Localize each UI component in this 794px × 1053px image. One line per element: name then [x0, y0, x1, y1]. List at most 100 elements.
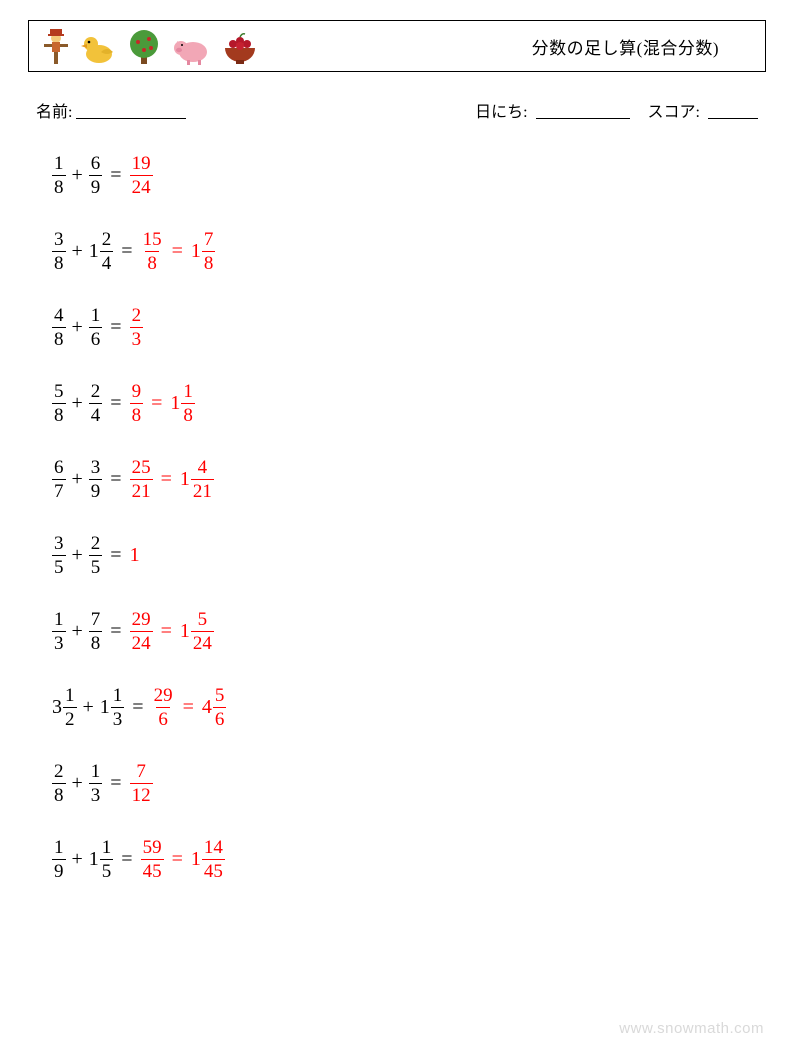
answer-fraction: 1924 [130, 154, 153, 197]
fraction: 48 [52, 306, 66, 349]
problem-row: 38 +124 = 158 = 178 [52, 228, 766, 274]
operator: + [72, 469, 83, 489]
equals-sign: = [183, 697, 194, 717]
date-field: 日にち: [475, 98, 629, 122]
operator: + [72, 849, 83, 869]
problems-list: 18+69=192438+124=158=17848+16=2358+24=98… [28, 152, 766, 882]
answer-mixed: 1524 [180, 610, 214, 653]
fraction: 1445 [202, 838, 225, 881]
answer-mixed: 1421 [180, 458, 214, 501]
equals-sign: = [121, 241, 132, 261]
equals-sign: = [110, 773, 121, 793]
answer-fraction: 23 [130, 306, 144, 349]
header-box: 分数の足し算(混合分数) [28, 20, 766, 72]
fraction: 24 [100, 230, 114, 273]
problem-row: 18 +69 = 1924 [52, 152, 766, 198]
problem-row: 13 +78 = 2924 = 1524 [52, 608, 766, 654]
operator: + [72, 317, 83, 337]
problem-row: 67 +39 = 2521 = 1421 [52, 456, 766, 502]
fraction: 524 [191, 610, 214, 653]
name-blank[interactable] [76, 103, 186, 119]
problem-row: 58+24=98=118 [52, 380, 766, 426]
equals-sign: = [110, 165, 121, 185]
fraction: 15 [100, 838, 114, 881]
operator: + [72, 393, 83, 413]
operator: + [72, 241, 83, 261]
answer-integer: 1 [130, 545, 140, 565]
fraction: 18 [52, 154, 66, 197]
fraction: 13 [89, 762, 103, 805]
fraction: 28 [52, 762, 66, 805]
tree-icon [127, 26, 161, 66]
fraction: 19 [52, 838, 66, 881]
watermark: www.snowmath.com [619, 1020, 764, 1037]
equals-sign: = [151, 393, 162, 413]
equals-sign: = [110, 317, 121, 337]
answer-fraction: 2924 [130, 610, 153, 653]
date-label: 日にち: [475, 104, 527, 121]
operator: + [83, 697, 94, 717]
score-label: スコア: [648, 104, 700, 121]
fraction: 39 [89, 458, 103, 501]
fraction: 78 [89, 610, 103, 653]
fraction: 12 [63, 686, 77, 729]
answer-mixed: 456 [202, 686, 227, 729]
problem-row: 48 +16 = 23 [52, 304, 766, 350]
pig-icon [171, 34, 211, 66]
equals-sign: = [161, 469, 172, 489]
operator: + [72, 165, 83, 185]
mixed-number: 115 [89, 838, 114, 881]
fraction: 56 [213, 686, 227, 729]
fraction: 421 [191, 458, 214, 501]
mixed-number: 124 [89, 230, 114, 273]
problem-row: 19 +115 = 5945 = 11445 [52, 836, 766, 882]
answer-fraction: 712 [130, 762, 153, 805]
equals-sign: = [172, 241, 183, 261]
score-blank[interactable] [708, 103, 758, 119]
answer-fraction: 2521 [130, 458, 153, 501]
answer-mixed: 11445 [191, 838, 225, 881]
fraction: 58 [52, 382, 66, 425]
fraction: 16 [89, 306, 103, 349]
equals-sign: = [110, 469, 121, 489]
worksheet-title: 分数の足し算(混合分数) [532, 34, 747, 59]
problem-row: 28 +13 = 712 [52, 760, 766, 806]
answer-fraction: 5945 [141, 838, 164, 881]
name-label: 名前: [36, 98, 72, 122]
name-field: 名前: [36, 98, 186, 122]
equals-sign: = [172, 849, 183, 869]
operator: + [72, 773, 83, 793]
fraction: 24 [89, 382, 103, 425]
scarecrow-icon [41, 26, 71, 66]
equals-sign: = [110, 621, 121, 641]
date-blank[interactable] [536, 103, 630, 119]
answer-mixed: 118 [170, 382, 195, 425]
problem-row: 312+113=296=456 [52, 684, 766, 730]
answer-fraction: 158 [141, 230, 164, 273]
fraction: 78 [202, 230, 216, 273]
equals-sign: = [161, 621, 172, 641]
fraction: 13 [52, 610, 66, 653]
info-row: 名前: 日にち: スコア: [36, 98, 758, 122]
header-icons [41, 26, 259, 66]
equals-sign: = [121, 849, 132, 869]
fraction: 69 [89, 154, 103, 197]
duck-icon [81, 32, 117, 66]
operator: + [72, 621, 83, 641]
problem-row: 35 +25 = 1 [52, 532, 766, 578]
answer-fraction: 98 [130, 382, 144, 425]
fraction: 13 [111, 686, 125, 729]
fraction: 67 [52, 458, 66, 501]
answer-fraction: 296 [152, 686, 175, 729]
answer-mixed: 178 [191, 230, 216, 273]
fraction: 25 [89, 534, 103, 577]
fraction: 35 [52, 534, 66, 577]
fraction: 18 [181, 382, 195, 425]
equals-sign: = [132, 697, 143, 717]
score-field: スコア: [648, 98, 758, 122]
berry-bowl-icon [221, 32, 259, 66]
worksheet-page: 分数の足し算(混合分数) 名前: 日にち: スコア: 18+69=192438+… [0, 0, 794, 1053]
operator: + [72, 545, 83, 565]
equals-sign: = [110, 545, 121, 565]
fraction: 38 [52, 230, 66, 273]
